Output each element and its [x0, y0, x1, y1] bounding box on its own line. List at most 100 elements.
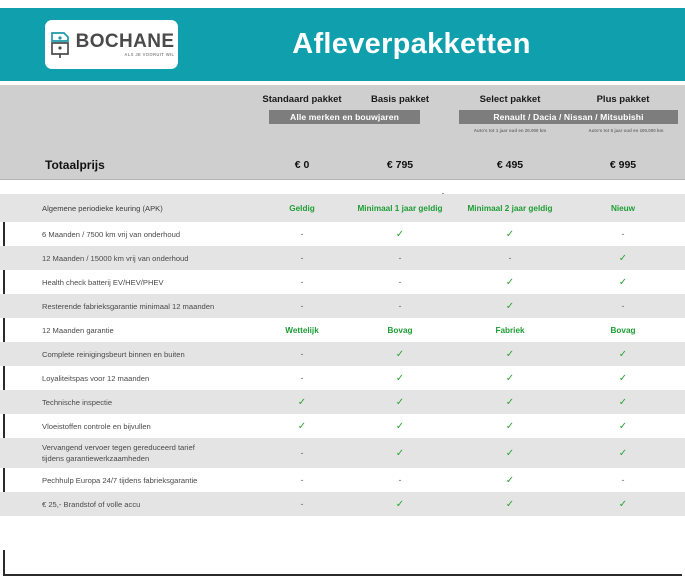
- row-label-line1: Pechhulp Europa 24/7 tijdens fabrieksgar…: [42, 475, 198, 485]
- row-cell: ✓: [505, 300, 515, 312]
- table-header: Standaard pakket Basis pakket Select pak…: [0, 85, 685, 153]
- row-cell: ✓: [505, 396, 515, 408]
- row-cell: Minimaal 1 jaar geldig: [357, 203, 443, 213]
- row-cell: Nieuw: [610, 203, 636, 213]
- row-cell: -: [300, 499, 304, 509]
- row-cell: Wettelijk: [285, 325, 319, 335]
- row-cell: ✓: [618, 372, 628, 384]
- row-cell: ✓: [395, 447, 405, 459]
- row-cell: ✓: [505, 348, 515, 360]
- row-label-line1: Loyaliteitspas voor 12 maanden: [42, 373, 150, 383]
- row-cell: -: [300, 373, 304, 383]
- row-cell: -: [508, 253, 512, 263]
- row-cell: ✓: [505, 420, 515, 432]
- row-cell: ✓: [618, 420, 628, 432]
- bochane-logo: BOCHANE ALS JE VOORUIT WIL: [45, 20, 178, 69]
- row-cell: Fabriek: [495, 325, 525, 335]
- row-label: 12 Maanden garantie: [42, 318, 114, 342]
- row-cell: ✓: [505, 276, 515, 288]
- row-cell: Bovag: [610, 325, 636, 335]
- total-price-row: Totaalprijs € 0 € 795 € 495 € 995: [0, 153, 685, 180]
- row-cell: ✓: [297, 396, 307, 408]
- row-label: € 25,- Brandstof of volle accu: [42, 492, 140, 516]
- subnote-select: Auto's tot 1 jaar oud en 20.000 km: [473, 128, 547, 133]
- table-row: Algemene periodieke keuring (APK) Geldig M…: [0, 194, 685, 222]
- row-edge-tick: [3, 366, 5, 390]
- row-label-line1: Resterende fabrieksgarantie minimaal 12 …: [42, 301, 215, 311]
- row-label-line1: 12 Maanden / 15000 km vrij van onderhoud: [42, 253, 189, 263]
- table-row: Resterende fabrieksgarantie minimaal 12 …: [0, 294, 685, 318]
- subnote-plus: Auto's tot 5 jaar oud en 100.000 km: [588, 128, 664, 133]
- badge-merk-specifiek: Renault / Dacia / Nissan / Mitsubishi: [459, 110, 678, 124]
- row-label: Resterende fabrieksgarantie minimaal 12 …: [42, 294, 214, 318]
- row-cell: -: [398, 301, 402, 311]
- row-label-line1: 12 Maanden garantie: [42, 325, 114, 335]
- row-label: Complete reinigingsbeurt binnen en buite…: [42, 342, 185, 366]
- package-header-basis: Basis pakket: [370, 94, 430, 105]
- row-label: 12 Maanden / 15000 km vrij van onderhoud: [42, 246, 189, 270]
- row-cell: Geldig: [289, 203, 315, 213]
- row-cell: ✓: [395, 348, 405, 360]
- row-cell: -: [398, 277, 402, 287]
- row-cell: ✓: [505, 474, 515, 486]
- row-cell: ✓: [395, 498, 405, 510]
- price-standaard: € 0: [294, 159, 310, 171]
- logo-wordmark: BOCHANE: [75, 30, 175, 52]
- row-cell: ✓: [395, 420, 405, 432]
- bochane-mark-icon: [49, 30, 71, 60]
- table-row: 12 Maanden / 15000 km vrij van onderhoud…: [0, 246, 685, 270]
- price-select: € 495: [496, 159, 524, 171]
- row-cell: -: [300, 301, 304, 311]
- table-row: € 25,- Brandstof of volle accu - ✓ ✓ ✓: [0, 492, 685, 516]
- page-header: BOCHANE ALS JE VOORUIT WIL Afleverpakket…: [0, 8, 685, 81]
- row-label: Vervangend vervoer tegen gereduceerd tar…: [42, 438, 195, 468]
- row-label-line1: Vloeistoffen controle en bijvullen: [42, 421, 151, 431]
- package-header-plus: Plus pakket: [596, 94, 650, 105]
- table-row: Loyaliteitspas voor 12 maanden - ✓ ✓ ✓: [0, 366, 685, 390]
- logo-tagline: ALS JE VOORUIT WIL: [124, 51, 175, 57]
- row-cell: ✓: [395, 396, 405, 408]
- row-label: Technische inspectie: [42, 390, 112, 414]
- table-row: Vloeistoffen controle en bijvullen ✓ ✓ ✓ ✓: [0, 414, 685, 438]
- package-header-select: Select pakket: [479, 94, 541, 105]
- row-cell: ✓: [618, 276, 628, 288]
- row-label-line1: Complete reinigingsbeurt binnen en buite…: [42, 349, 185, 359]
- row-cell: ✓: [505, 498, 515, 510]
- row-cell: -: [300, 229, 304, 239]
- row-edge-tick: [3, 222, 5, 246]
- row-cell: -: [398, 253, 402, 263]
- bottom-left-edge: [3, 550, 5, 575]
- row-cell: -: [398, 475, 402, 485]
- row-label-line1: Algemene periodieke keuring (APK): [42, 203, 163, 213]
- package-comparison-table: Standaard pakket Basis pakket Select pak…: [0, 85, 685, 576]
- row-edge-tick: [3, 270, 5, 294]
- row-cell: -: [621, 475, 625, 485]
- row-cell: ✓: [618, 498, 628, 510]
- row-cell: ✓: [618, 396, 628, 408]
- row-cell: -: [300, 349, 304, 359]
- row-edge-tick: [3, 318, 5, 342]
- package-header-standaard: Standaard pakket: [262, 94, 342, 105]
- price-basis: € 795: [386, 159, 414, 171]
- badge-alle-merken: Alle merken en bouwjaren: [269, 110, 420, 124]
- row-cell: ✓: [395, 228, 405, 240]
- table-row: Technische inspectie ✓ ✓ ✓ ✓: [0, 390, 685, 414]
- total-price-label: Totaalprijs: [45, 158, 105, 172]
- row-label-line1: 6 Maanden / 7500 km vrij van onderhoud: [42, 229, 181, 239]
- row-cell: ✓: [297, 420, 307, 432]
- row-label-line1: € 25,- Brandstof of volle accu: [42, 499, 141, 509]
- row-cell: -: [300, 475, 304, 485]
- row-cell: Minimaal 2 jaar geldig: [467, 203, 553, 213]
- row-cell: ✓: [618, 348, 628, 360]
- bottom-rule: [3, 574, 682, 576]
- row-label: Health check batterij EV/HEV/PHEV: [42, 270, 164, 294]
- table-row: Health check batterij EV/HEV/PHEV - - ✓ ✓: [0, 270, 685, 294]
- row-cell: ✓: [618, 252, 628, 264]
- row-cell: -: [621, 229, 625, 239]
- row-label-line2: tijdens garantiewerkzaamheden: [42, 454, 150, 463]
- row-cell: -: [621, 301, 625, 311]
- row-cell: ✓: [505, 228, 515, 240]
- table-row: Vervangend vervoer tegen gereduceerd tar…: [0, 438, 685, 468]
- row-cell: ✓: [505, 447, 515, 459]
- row-label-line1: Vervangend vervoer tegen gereduceerd tar…: [42, 443, 195, 452]
